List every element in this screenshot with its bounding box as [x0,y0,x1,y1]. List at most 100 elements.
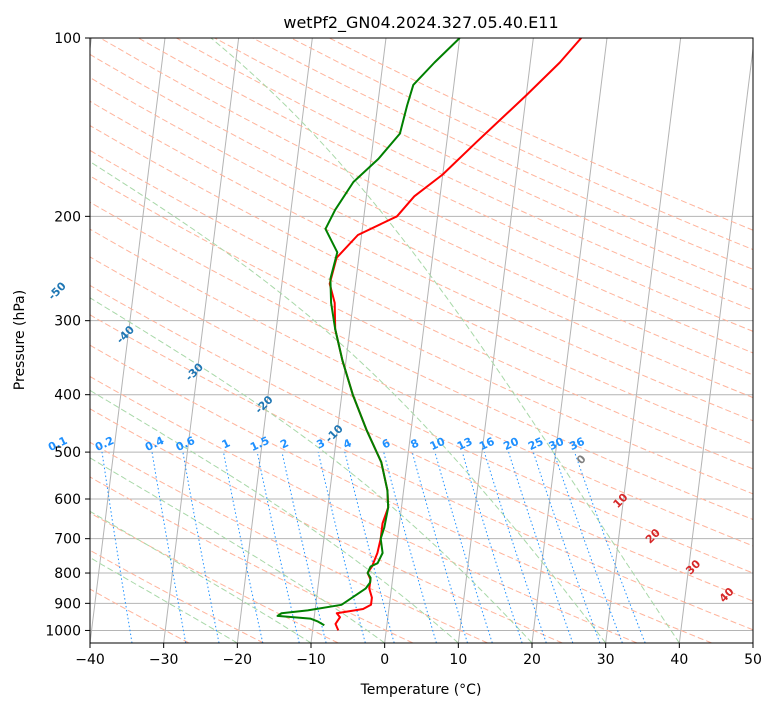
mixing-ratio-label: 30 [547,435,567,453]
chart-title: wetPf2_GN04.2024.327.05.40.E11 [283,13,558,33]
dry-adiabat-line [214,38,753,291]
mixing-ratio-label: 16 [477,435,497,453]
x-tick-label: 50 [744,652,762,668]
mixing-ratio-line [151,452,187,643]
mixing-ratio-label: 10 [428,435,448,453]
mixing-ratio-label: 2 [278,436,290,451]
moist-adiabat-line [90,297,533,643]
mixing-ratio-line [223,452,264,643]
dry-adiabat-line [90,549,264,643]
mixing-ratio-line [532,451,601,643]
plot-frame [89,37,754,644]
y-axis-label: Pressure (hPa) [12,290,28,390]
isotherm-line [678,44,753,643]
moist-adiabat-label: 0 [574,452,589,467]
dry-adiabat-line [90,284,753,602]
dry-adiabat-line [90,228,753,547]
mixing-ratio-label: 4 [341,436,354,451]
y-axis: 100 200 300 400 500 600 700 800 900 1000 [45,31,90,639]
x-tick-label: 30 [597,652,615,668]
dewpoint-profile-line [276,38,461,627]
x-tick-label: −40 [75,652,105,668]
moist-adiabat-line [90,556,238,643]
mixing-ratio-line [383,451,437,643]
line-labels: 0.10.20.40.611.52346810131620253036-100-… [0,232,737,605]
mixing-ratio-line [317,451,366,643]
dry-adiabat-line [90,408,563,643]
x-axis-label: Temperature (°C) [360,682,482,698]
mixing-ratio-line [256,451,300,643]
y-tick-label: 1000 [45,623,81,639]
x-tick-label: 40 [670,652,688,668]
dry-adiabat-line [90,201,753,521]
mixing-ratio-label: 36 [567,435,587,453]
y-tick-label: 500 [54,445,81,461]
y-tick-label: 100 [54,31,81,47]
dry-adiabat-line [90,375,638,643]
mixing-ratio-line [508,451,574,643]
mixing-ratio-line [461,451,523,643]
mixing-ratio-line [101,452,133,643]
mixing-ratio-label: 8 [409,436,421,451]
mixing-ratio-label: 0.4 [143,434,166,454]
isotherm-line [163,38,240,643]
dry-adiabat-line [252,38,753,270]
y-tick-label: 900 [54,596,81,612]
y-tick-label: 800 [54,566,81,582]
moist-adiabat-label: 10 [611,491,631,511]
dry-adiabat-line [90,175,753,495]
y-tick-label: 600 [54,492,81,508]
x-axis: −40 −30 −20 −10 0 10 20 30 40 50 [75,643,762,668]
isotherm-line [236,38,313,643]
dry-adiabat-line [90,512,339,643]
mixing-ratio-label: 25 [526,435,545,453]
dry-adiabat-line [90,125,753,446]
mixing-ratio-label: 13 [455,435,474,453]
moist-adiabat-line [90,389,459,643]
moist-adiabat-label: 40 [717,585,737,605]
dry-adiabat-line [90,77,753,399]
x-tick-label: 20 [523,652,541,668]
isotherm-line [605,38,682,643]
dry-adiabat-line [90,344,712,643]
dry-adiabat-line [90,441,488,643]
isotherm-line [384,38,461,643]
dry-adiabat-line [90,256,753,574]
x-tick-label: 10 [449,652,467,668]
background-lines [90,38,753,643]
dry-adiabat-label: -60 [0,232,1,255]
mixing-ratio-label: 1.5 [248,434,271,454]
mixing-ratio-line [182,452,220,643]
dry-adiabat-label: -30 [183,360,206,383]
mixing-ratio-line [483,451,547,643]
y-tick-label: 300 [54,314,81,330]
dry-adiabat-label: -40 [114,323,137,346]
y-tick-label: 400 [54,388,81,404]
x-tick-label: 0 [380,652,389,668]
x-tick-label: −30 [149,652,179,668]
profile-lines [276,38,582,631]
x-tick-label: −10 [296,652,326,668]
mixing-ratio-line [281,451,327,643]
isotherm-line [457,38,534,643]
moist-adiabat-label: 30 [683,557,703,577]
dry-adiabat-line [90,476,414,643]
mixing-ratio-line [574,451,646,643]
moist-adiabat-line [90,161,607,643]
y-tick-label: 200 [54,209,81,225]
mixing-ratio-label: 6 [380,436,393,451]
isotherm-line [531,38,608,643]
mixing-ratio-label: 20 [501,435,521,453]
isotherm-line [752,638,753,643]
moist-adiabat-line [90,457,385,643]
mixing-ratio-line [434,451,493,643]
isotherm-line [90,38,166,643]
y-tick-label: 700 [54,532,81,548]
mixing-ratio-line [553,451,623,643]
mixing-ratio-label: 1 [220,436,232,451]
mixing-ratio-line [411,451,468,643]
dry-adiabat-line [90,314,753,631]
mixing-ratio-label: 0.6 [174,434,197,454]
x-tick-label: −20 [223,652,253,668]
